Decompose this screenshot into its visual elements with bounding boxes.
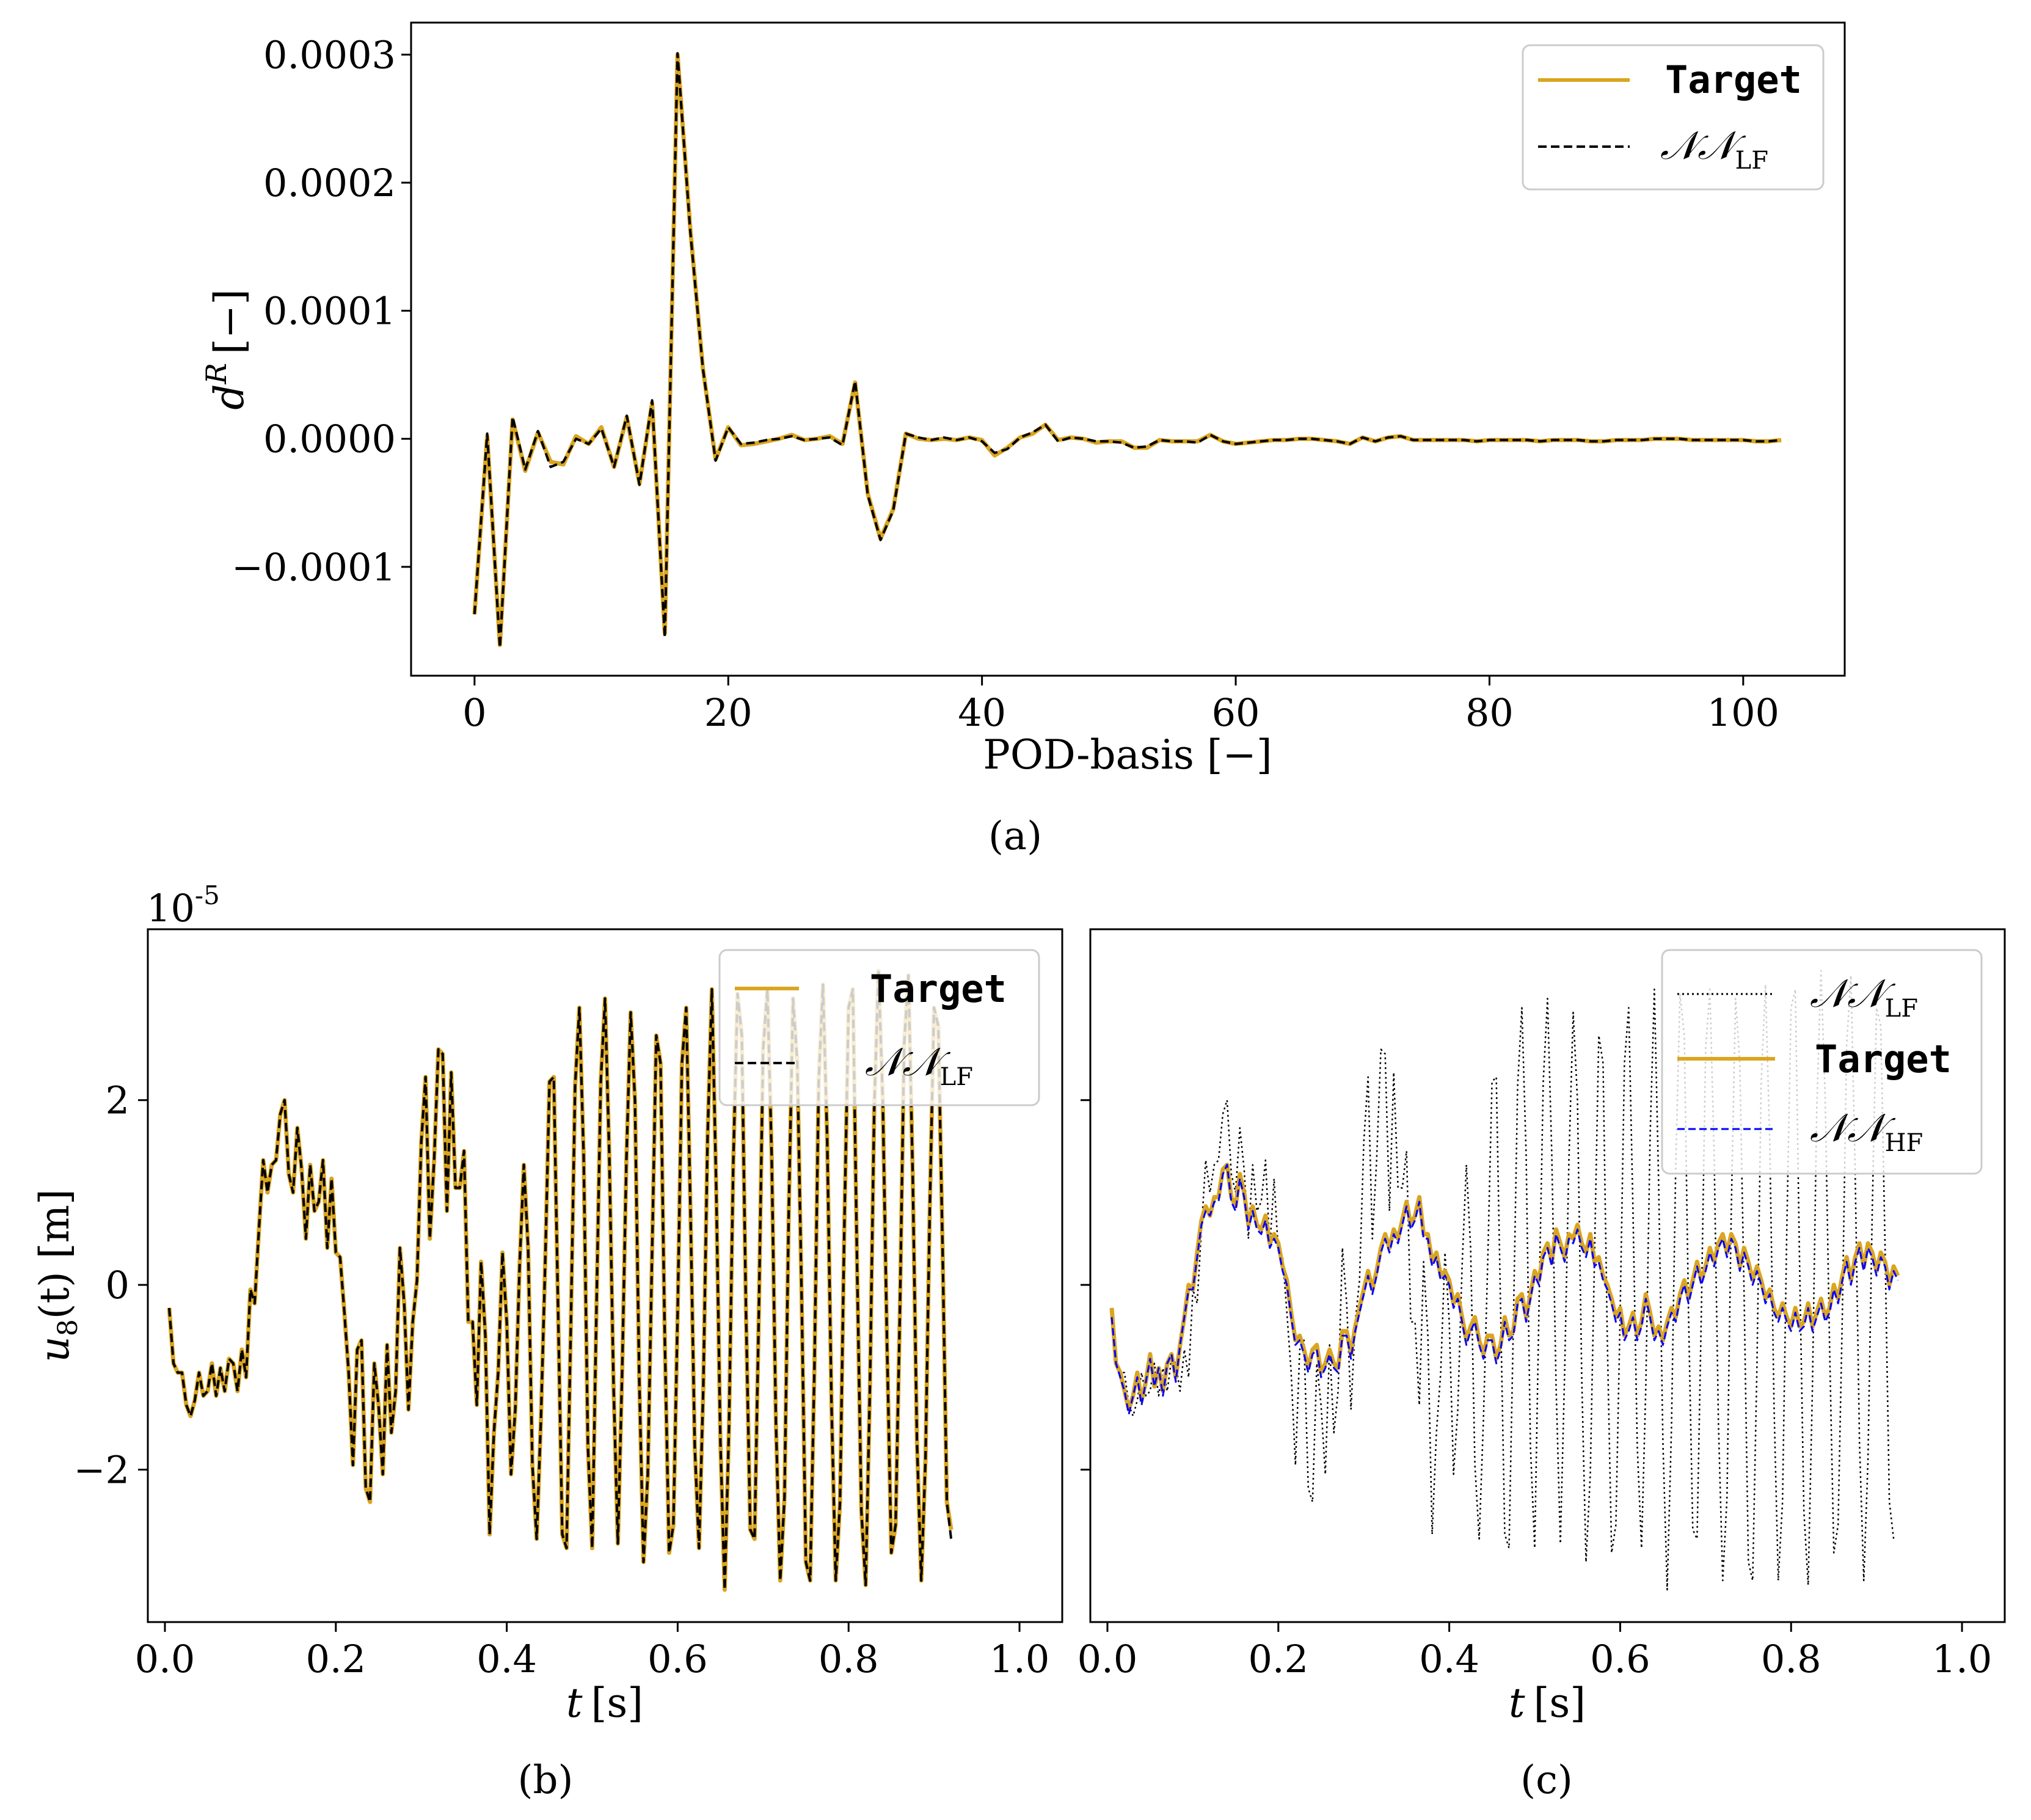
legend-a-nnlf-sub: LF [1735, 147, 1768, 175]
legend-c-target-label: Target [1815, 1037, 1952, 1081]
panel-a-plot-area [472, 52, 1782, 649]
x-tick-label: 0.6 [647, 1637, 708, 1681]
x-tick-label: 0.2 [1248, 1637, 1308, 1681]
panel-c-xlabel-unit: [s] [1534, 1679, 1586, 1727]
panel-b-offset-text: 10-5 [147, 880, 220, 930]
panel-c-label: (c) [1520, 1758, 1573, 1803]
y-tick-label: 0 [106, 1263, 129, 1307]
panel-b-offset-exp: -5 [195, 880, 220, 910]
panel-c-frame [1089, 928, 2006, 1623]
panel-a-label: (a) [988, 814, 1042, 859]
panel-b-ylabel: u8(t) [m] [31, 1189, 84, 1362]
panel-b-label: (b) [518, 1758, 574, 1803]
y-tick-label: 2 [106, 1078, 129, 1123]
panel-b-ylabel-sub: 8 [53, 1319, 84, 1336]
series-line-nn-lf [473, 52, 1782, 649]
x-tick-label: 0.4 [476, 1637, 537, 1681]
panel-b-offset-base: 10 [147, 886, 195, 930]
legend-b-nnlf-label: 𝒩𝒩LF [865, 1040, 973, 1091]
panel-b-xlabel: t [s] [566, 1679, 643, 1727]
x-tick-label: 0.4 [1419, 1637, 1479, 1681]
legend-a-nnlf-label: 𝒩𝒩LF [1660, 123, 1768, 175]
legend-b-nnlf-main: 𝒩𝒩 [865, 1040, 951, 1085]
y-tick-label: 0.0000 [263, 417, 396, 461]
panel-c-xlabel-var: t [1509, 1679, 1525, 1727]
legend-b-target-label: Target [870, 967, 1007, 1011]
panel-c-ticks: 0.0 0.2 0.4 0.6 0.8 1.0 [1077, 1099, 1993, 1681]
x-tick-label: 0.0 [1077, 1637, 1138, 1681]
y-tick-label: −2 [74, 1448, 129, 1493]
panel-c-plot-area [1109, 970, 1900, 1591]
series-line-nn-hf [1110, 1164, 1899, 1416]
series-line-target [1109, 1163, 1900, 1412]
panel-a-ticks: 0 20 40 60 80 100 −0.0001 0.0000 0.0001 0.0002 0.0… [232, 32, 1779, 735]
panel-a-ylabel-sup: R [200, 363, 233, 385]
series-line-nn-lf [1110, 970, 1895, 1591]
y-tick-label: −0.0001 [232, 545, 396, 590]
svg-text:u8(t) [m]: u8(t) [m] [31, 1189, 84, 1362]
panel-a-ylabel: dR [−] [200, 289, 253, 410]
panel-b-frame [147, 928, 1063, 1623]
x-tick-label: 0.8 [1761, 1637, 1821, 1681]
svg-text:dR[−]: dR [−] [200, 289, 253, 410]
panel-c-legend: 𝒩𝒩LF Target 𝒩𝒩HF [1661, 949, 1983, 1175]
x-tick-label: 1.0 [1932, 1637, 1993, 1681]
x-tick-label: 0.6 [1590, 1637, 1650, 1681]
panel-b-ylabel-rest: (t) [m] [31, 1189, 78, 1319]
legend-c-nnlf-label: 𝒩𝒩LF [1810, 971, 1918, 1023]
panel-b-ticks: 0.0 0.2 0.4 0.6 0.8 1.0 −2 0 2 [74, 1078, 1050, 1681]
x-tick-label: 0.8 [819, 1637, 879, 1681]
x-tick-label: 20 [704, 690, 753, 735]
legend-c-nnlf-sub: LF [1885, 995, 1918, 1023]
panel-b: 0.0 0.2 0.4 0.6 0.8 1.0 −2 0 2 10-5 t [s] u8(t) [… [31, 880, 1063, 1803]
panel-c-xlabel: t [s] [1509, 1679, 1586, 1727]
legend-c-nnlf-main: 𝒩𝒩 [1810, 971, 1896, 1017]
y-tick-label: 0.0003 [263, 32, 396, 77]
legend-c-nnhf-sub: HF [1885, 1129, 1923, 1157]
panel-a-frame [410, 21, 1846, 677]
x-tick-label: 0.0 [135, 1637, 195, 1681]
panel-a: 0 20 40 60 80 100 −0.0001 0.0000 0.0001 0.0002 0.0… [200, 21, 1846, 859]
x-tick-label: 100 [1707, 690, 1779, 735]
panel-b-xlabel-unit: [s] [591, 1679, 643, 1727]
panel-b-xlabel-var: t [566, 1679, 583, 1727]
x-tick-label: 80 [1465, 690, 1514, 735]
panel-c: 0.0 0.2 0.4 0.6 0.8 1.0 t [s] 𝒩𝒩LF Target 𝒩𝒩HF… [1077, 928, 2006, 1803]
legend-c-nnhf-label: 𝒩𝒩HF [1810, 1106, 1923, 1157]
y-tick-label: 0.0001 [263, 289, 396, 334]
legend-c-nnhf-main: 𝒩𝒩 [1810, 1106, 1896, 1151]
x-tick-label: 0 [462, 690, 486, 735]
legend-a-nnlf-main: 𝒩𝒩 [1660, 123, 1746, 169]
panel-b-legend: Target 𝒩𝒩LF [718, 949, 1040, 1106]
panel-a-ylabel-unit: [−] [206, 289, 253, 354]
x-tick-label: 40 [958, 690, 1006, 735]
x-tick-label: 1.0 [990, 1637, 1050, 1681]
y-tick-label: 0.0002 [263, 161, 396, 205]
panel-a-ylabel-var: d [206, 384, 253, 410]
legend-b-nnlf-sub: LF [940, 1063, 973, 1091]
x-tick-label: 60 [1212, 690, 1260, 735]
panel-a-legend: Target 𝒩𝒩LF [1522, 44, 1825, 191]
panel-a-xlabel: POD-basis [−] [983, 731, 1272, 778]
panel-b-ylabel-var: u [31, 1336, 78, 1362]
legend-a-target-label: Target [1665, 57, 1802, 102]
x-tick-label: 0.2 [305, 1637, 366, 1681]
